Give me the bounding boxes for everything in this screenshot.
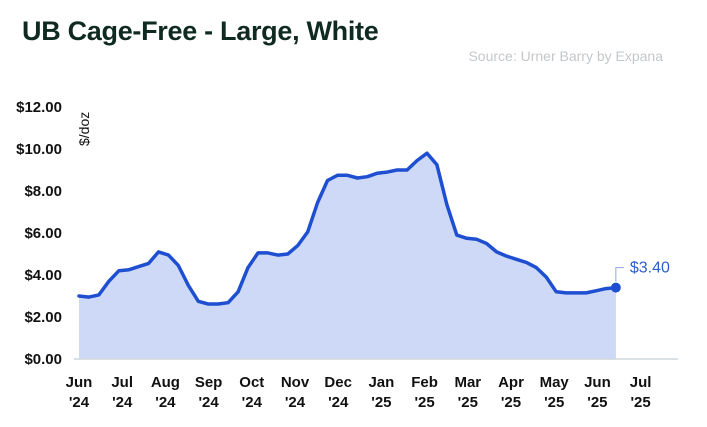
y-axis-unit-label: $/doz [76,112,92,146]
y-tick-label: $2.00 [24,309,62,326]
y-tick-label: $0.00 [24,351,62,368]
y-axis: $0.00 $2.00 $4.00 $6.00 $8.00 $10.00 $12.00 [16,99,62,368]
x-tick-label: Nov '24 [281,374,310,411]
last-value-marker [610,282,621,293]
x-tick-label: Jun '25 [584,374,611,411]
y-tick-label: $10.00 [16,141,62,158]
last-value-label: $3.40 [630,260,670,277]
area-fill [79,153,616,359]
x-tick-label: Sep '24 [195,374,223,411]
end-label-leader [615,267,624,282]
price-line [77,151,618,306]
x-tick-label: Jul '25 [630,374,652,411]
x-tick-label: Jun '24 [66,374,93,411]
x-tick-label: Mar '25 [454,374,481,411]
y-tick-label: $12.00 [16,99,62,116]
y-tick-label: $6.00 [24,225,62,242]
chart-title: UB Cage-Free - Large, White [22,16,379,46]
source-note: Source: Urner Barry by Expana [468,48,663,64]
x-tick-label: Jan '25 [368,374,394,411]
x-tick-label: Apr '25 [498,374,524,411]
x-axis: Jun '24 Jul '24 Aug '24 Sep '24 Oct '24 Nov '24 Dec '… [66,374,652,411]
x-tick-label: Aug '24 [151,374,180,411]
x-tick-label: Jul '24 [111,374,133,411]
x-tick-label: Dec '24 [324,374,352,411]
x-tick-label: Oct '24 [239,374,264,411]
x-tick-label: Feb '25 [411,374,438,411]
y-tick-label: $8.00 [24,183,62,200]
y-tick-label: $4.00 [24,267,62,284]
x-tick-label: May '25 [540,374,570,411]
